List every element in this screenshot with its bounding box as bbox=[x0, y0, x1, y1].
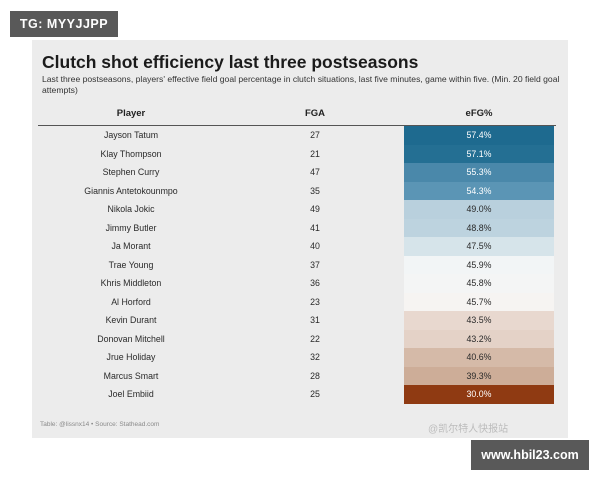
table-footnote: Table: @lissnx14 • Source: Stathead.com bbox=[40, 421, 160, 428]
fga-cell: 47 bbox=[310, 167, 320, 177]
fga-cell: 31 bbox=[310, 315, 320, 325]
watermark-text: @凯尔特人快报站 bbox=[428, 424, 509, 435]
efg-cell: 45.8% bbox=[404, 274, 554, 293]
player-cell: Joel Embiid bbox=[108, 389, 154, 399]
player-cell: Marcus Smart bbox=[103, 370, 159, 381]
efg-cell: 45.9% bbox=[404, 255, 554, 274]
table-row: Trae Young 37 45.9% bbox=[32, 255, 568, 274]
efg-cell: 30.0% bbox=[404, 385, 554, 404]
table-row: Nikola Jokic 49 49.0% bbox=[32, 200, 568, 219]
player-cell: Kevin Durant bbox=[105, 315, 157, 325]
table-row: Giannis Antetokounmpo 35 54.3% bbox=[32, 181, 568, 200]
player-cell: Khris Middleton bbox=[100, 278, 162, 288]
efg-cell: 47.5% bbox=[404, 237, 554, 256]
player-cell: Nikola Jokic bbox=[107, 204, 155, 214]
table-row: Al Horford 23 45.7% bbox=[32, 292, 568, 311]
chart-card: Clutch shot efficiency last three postse… bbox=[32, 40, 568, 438]
efg-cell: 55.3% bbox=[404, 163, 554, 182]
table-row: Donovan Mitchell 22 43.2% bbox=[32, 329, 568, 348]
efg-cell: 54.3% bbox=[404, 181, 554, 200]
player-cell: Stephen Curry bbox=[102, 167, 160, 177]
column-header-efg: eFG% bbox=[465, 108, 493, 119]
table-row: Joel Embiid 25 30.0% bbox=[32, 385, 568, 404]
header-divider bbox=[38, 125, 556, 126]
fga-cell: 40 bbox=[310, 241, 320, 251]
fga-cell: 27 bbox=[310, 130, 320, 140]
efg-cell: 49.0% bbox=[404, 200, 554, 219]
website-badge: www.hbil23.com bbox=[471, 440, 589, 470]
player-cell: Klay Thompson bbox=[100, 148, 162, 159]
table-body: Jayson Tatum 27 57.4% Klay Thompson 21 57.1% S… bbox=[32, 126, 568, 404]
efg-cell: 39.3% bbox=[404, 366, 554, 385]
table-row: Jrue Holiday 32 40.6% bbox=[32, 348, 568, 367]
telegram-badge: TG: MYYJJPP bbox=[10, 11, 118, 37]
player-cell: Jimmy Butler bbox=[105, 222, 157, 233]
table-row: Jimmy Butler 41 48.8% bbox=[32, 218, 568, 237]
chart-subtitle: Last three postseasons, players' effecti… bbox=[42, 74, 560, 95]
efg-cell: 45.7% bbox=[404, 292, 554, 311]
efg-cell: 43.5% bbox=[404, 311, 554, 330]
fga-cell: 28 bbox=[310, 370, 320, 381]
table-row: Khris Middleton 36 45.8% bbox=[32, 274, 568, 293]
efg-cell: 48.8% bbox=[404, 218, 554, 237]
fga-cell: 21 bbox=[310, 148, 320, 159]
table-row: Ja Morant 40 47.5% bbox=[32, 237, 568, 256]
efg-cell: 40.6% bbox=[404, 348, 554, 367]
efg-cell: 57.4% bbox=[404, 126, 554, 145]
player-cell: Trae Young bbox=[108, 259, 154, 270]
fga-cell: 23 bbox=[310, 296, 320, 307]
fga-cell: 25 bbox=[310, 389, 320, 399]
fga-cell: 32 bbox=[310, 352, 320, 362]
table-row: Klay Thompson 21 57.1% bbox=[32, 144, 568, 163]
table-row: Kevin Durant 31 43.5% bbox=[32, 311, 568, 330]
fga-cell: 35 bbox=[310, 185, 320, 196]
fga-cell: 22 bbox=[310, 333, 320, 344]
fga-cell: 49 bbox=[310, 204, 320, 214]
fga-cell: 41 bbox=[310, 222, 320, 233]
column-header-fga: FGA bbox=[304, 108, 326, 119]
fga-cell: 37 bbox=[310, 259, 320, 270]
player-cell: Giannis Antetokounmpo bbox=[84, 185, 178, 196]
table-row: Stephen Curry 47 55.3% bbox=[32, 163, 568, 182]
efg-cell: 57.1% bbox=[404, 144, 554, 163]
table-row: Jayson Tatum 27 57.4% bbox=[32, 126, 568, 145]
player-cell: Jrue Holiday bbox=[106, 352, 156, 362]
player-cell: Donovan Mitchell bbox=[97, 333, 165, 344]
player-cell: Jayson Tatum bbox=[103, 130, 159, 140]
column-header-player: Player bbox=[116, 108, 146, 119]
chart-title: Clutch shot efficiency last three postse… bbox=[42, 52, 419, 72]
player-cell: Ja Morant bbox=[111, 241, 151, 251]
table-row: Marcus Smart 28 39.3% bbox=[32, 366, 568, 385]
player-cell: Al Horford bbox=[111, 296, 151, 307]
efg-cell: 43.2% bbox=[404, 329, 554, 348]
fga-cell: 36 bbox=[310, 278, 320, 288]
